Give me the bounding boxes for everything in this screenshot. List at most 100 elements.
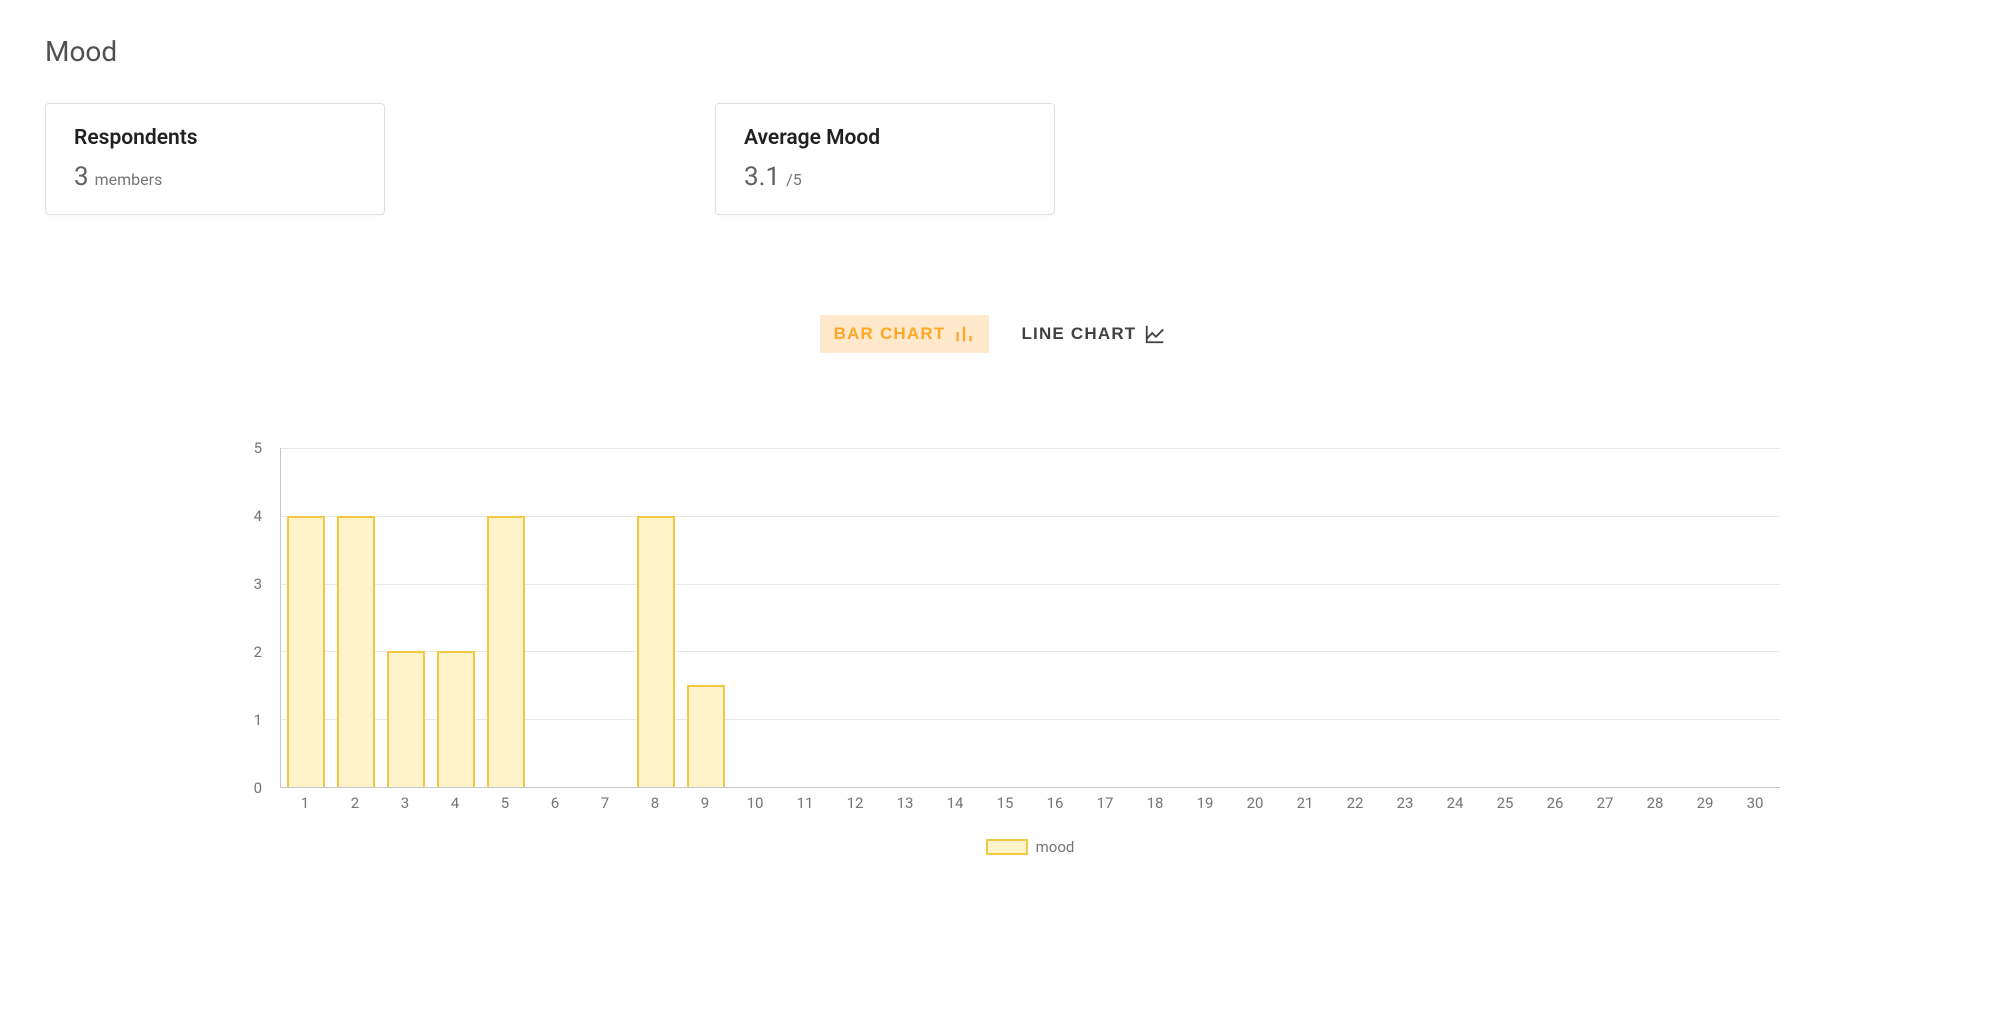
x-axis-label: 23: [1380, 794, 1430, 818]
chart-legend: mood: [280, 838, 1780, 856]
x-axis-label: 7: [580, 794, 630, 818]
chart-plot-area: [280, 448, 1780, 788]
x-axis-label: 5: [480, 794, 530, 818]
x-axis-label: 2: [330, 794, 380, 818]
x-axis-label: 29: [1680, 794, 1730, 818]
line-chart-button-label: LINE CHART: [1021, 324, 1136, 344]
x-axis-label: 26: [1530, 794, 1580, 818]
chart-bar-slot: [431, 448, 481, 787]
respondents-card: Respondents 3 members: [45, 103, 385, 215]
chart-bar: [287, 516, 325, 787]
chart-bar-slot: [731, 448, 781, 787]
chart-bar-slot: [1230, 448, 1280, 787]
line-chart-icon: [1144, 323, 1166, 345]
x-axis-label: 16: [1030, 794, 1080, 818]
average-mood-card: Average Mood 3.1 /5: [715, 103, 1055, 215]
x-axis-label: 6: [530, 794, 580, 818]
chart-bar-slot: [481, 448, 531, 787]
chart-bar-slot: [931, 448, 981, 787]
y-axis-label: 4: [254, 507, 262, 525]
x-axis-label: 17: [1080, 794, 1130, 818]
x-axis-label: 14: [930, 794, 980, 818]
x-axis-label: 3: [380, 794, 430, 818]
x-axis-label: 27: [1580, 794, 1630, 818]
chart-y-axis: 012345: [240, 448, 272, 788]
y-axis-label: 0: [254, 779, 262, 797]
mood-chart: 012345 123456789101112131415161718192021…: [240, 448, 1780, 848]
y-axis-label: 3: [254, 575, 262, 593]
chart-bar: [387, 651, 425, 787]
chart-bar-slot: [331, 448, 381, 787]
average-mood-value: 3.1: [744, 162, 780, 192]
chart-bar-slot: [1180, 448, 1230, 787]
x-axis-label: 24: [1430, 794, 1480, 818]
respondents-value: 3: [74, 162, 89, 192]
bar-chart-button-label: BAR CHART: [834, 324, 946, 344]
stat-cards-row: Respondents 3 members Average Mood 3.1 /…: [45, 103, 1955, 215]
chart-bar-slot: [581, 448, 631, 787]
x-axis-label: 25: [1480, 794, 1530, 818]
chart-bar-slot: [1430, 448, 1480, 787]
x-axis-label: 19: [1180, 794, 1230, 818]
chart-bar: [637, 516, 675, 787]
chart-bar-slot: [1081, 448, 1131, 787]
x-axis-label: 1: [280, 794, 330, 818]
x-axis-label: 22: [1330, 794, 1380, 818]
chart-bar-slot: [1530, 448, 1580, 787]
y-axis-label: 1: [254, 711, 262, 729]
y-axis-label: 5: [254, 439, 262, 457]
chart-type-toggle: BAR CHART LINE CHART: [45, 315, 1955, 353]
chart-bar: [687, 685, 725, 787]
y-axis-label: 2: [254, 643, 262, 661]
x-axis-label: 8: [630, 794, 680, 818]
chart-bar-slot: [881, 448, 931, 787]
line-chart-button[interactable]: LINE CHART: [1007, 315, 1180, 353]
bar-chart-button[interactable]: BAR CHART: [820, 315, 990, 353]
page-title: Mood: [45, 35, 1955, 68]
chart-bar: [337, 516, 375, 787]
chart-bar-slot: [631, 448, 681, 787]
chart-x-axis: 1234567891011121314151617181920212223242…: [280, 794, 1780, 818]
chart-bar-slot: [1130, 448, 1180, 787]
x-axis-label: 13: [880, 794, 930, 818]
chart-bar-slot: [1280, 448, 1330, 787]
legend-label: mood: [1036, 838, 1075, 856]
x-axis-label: 4: [430, 794, 480, 818]
x-axis-label: 18: [1130, 794, 1180, 818]
x-axis-label: 9: [680, 794, 730, 818]
chart-bar-slot: [1580, 448, 1630, 787]
chart-bar-slot: [1680, 448, 1730, 787]
average-mood-unit: /5: [786, 170, 802, 189]
x-axis-label: 10: [730, 794, 780, 818]
bar-chart-icon: [953, 323, 975, 345]
x-axis-label: 20: [1230, 794, 1280, 818]
x-axis-label: 11: [780, 794, 830, 818]
respondents-card-value: 3 members: [74, 162, 356, 192]
chart-bar-slot: [531, 448, 581, 787]
chart-bar-slot: [781, 448, 831, 787]
x-axis-label: 21: [1280, 794, 1330, 818]
chart-bar-slot: [1480, 448, 1530, 787]
chart-bar-slot: [681, 448, 731, 787]
chart-bar-slot: [1630, 448, 1680, 787]
chart-bar-slot: [1730, 448, 1780, 787]
average-mood-card-value: 3.1 /5: [744, 162, 1026, 192]
chart-bar-slot: [1031, 448, 1081, 787]
chart-bar-slot: [281, 448, 331, 787]
chart-bar: [437, 651, 475, 787]
x-axis-label: 15: [980, 794, 1030, 818]
chart-bar-slot: [381, 448, 431, 787]
average-mood-card-title: Average Mood: [744, 126, 1026, 150]
x-axis-label: 28: [1630, 794, 1680, 818]
chart-bar-slot: [981, 448, 1031, 787]
x-axis-label: 12: [830, 794, 880, 818]
x-axis-label: 30: [1730, 794, 1780, 818]
respondents-card-title: Respondents: [74, 126, 356, 150]
chart-bar-slot: [831, 448, 881, 787]
chart-bar-slot: [1330, 448, 1380, 787]
respondents-unit: members: [95, 170, 163, 189]
chart-bars-area: [281, 448, 1780, 787]
legend-swatch: [986, 839, 1028, 855]
chart-bar-slot: [1380, 448, 1430, 787]
chart-bar: [487, 516, 525, 787]
